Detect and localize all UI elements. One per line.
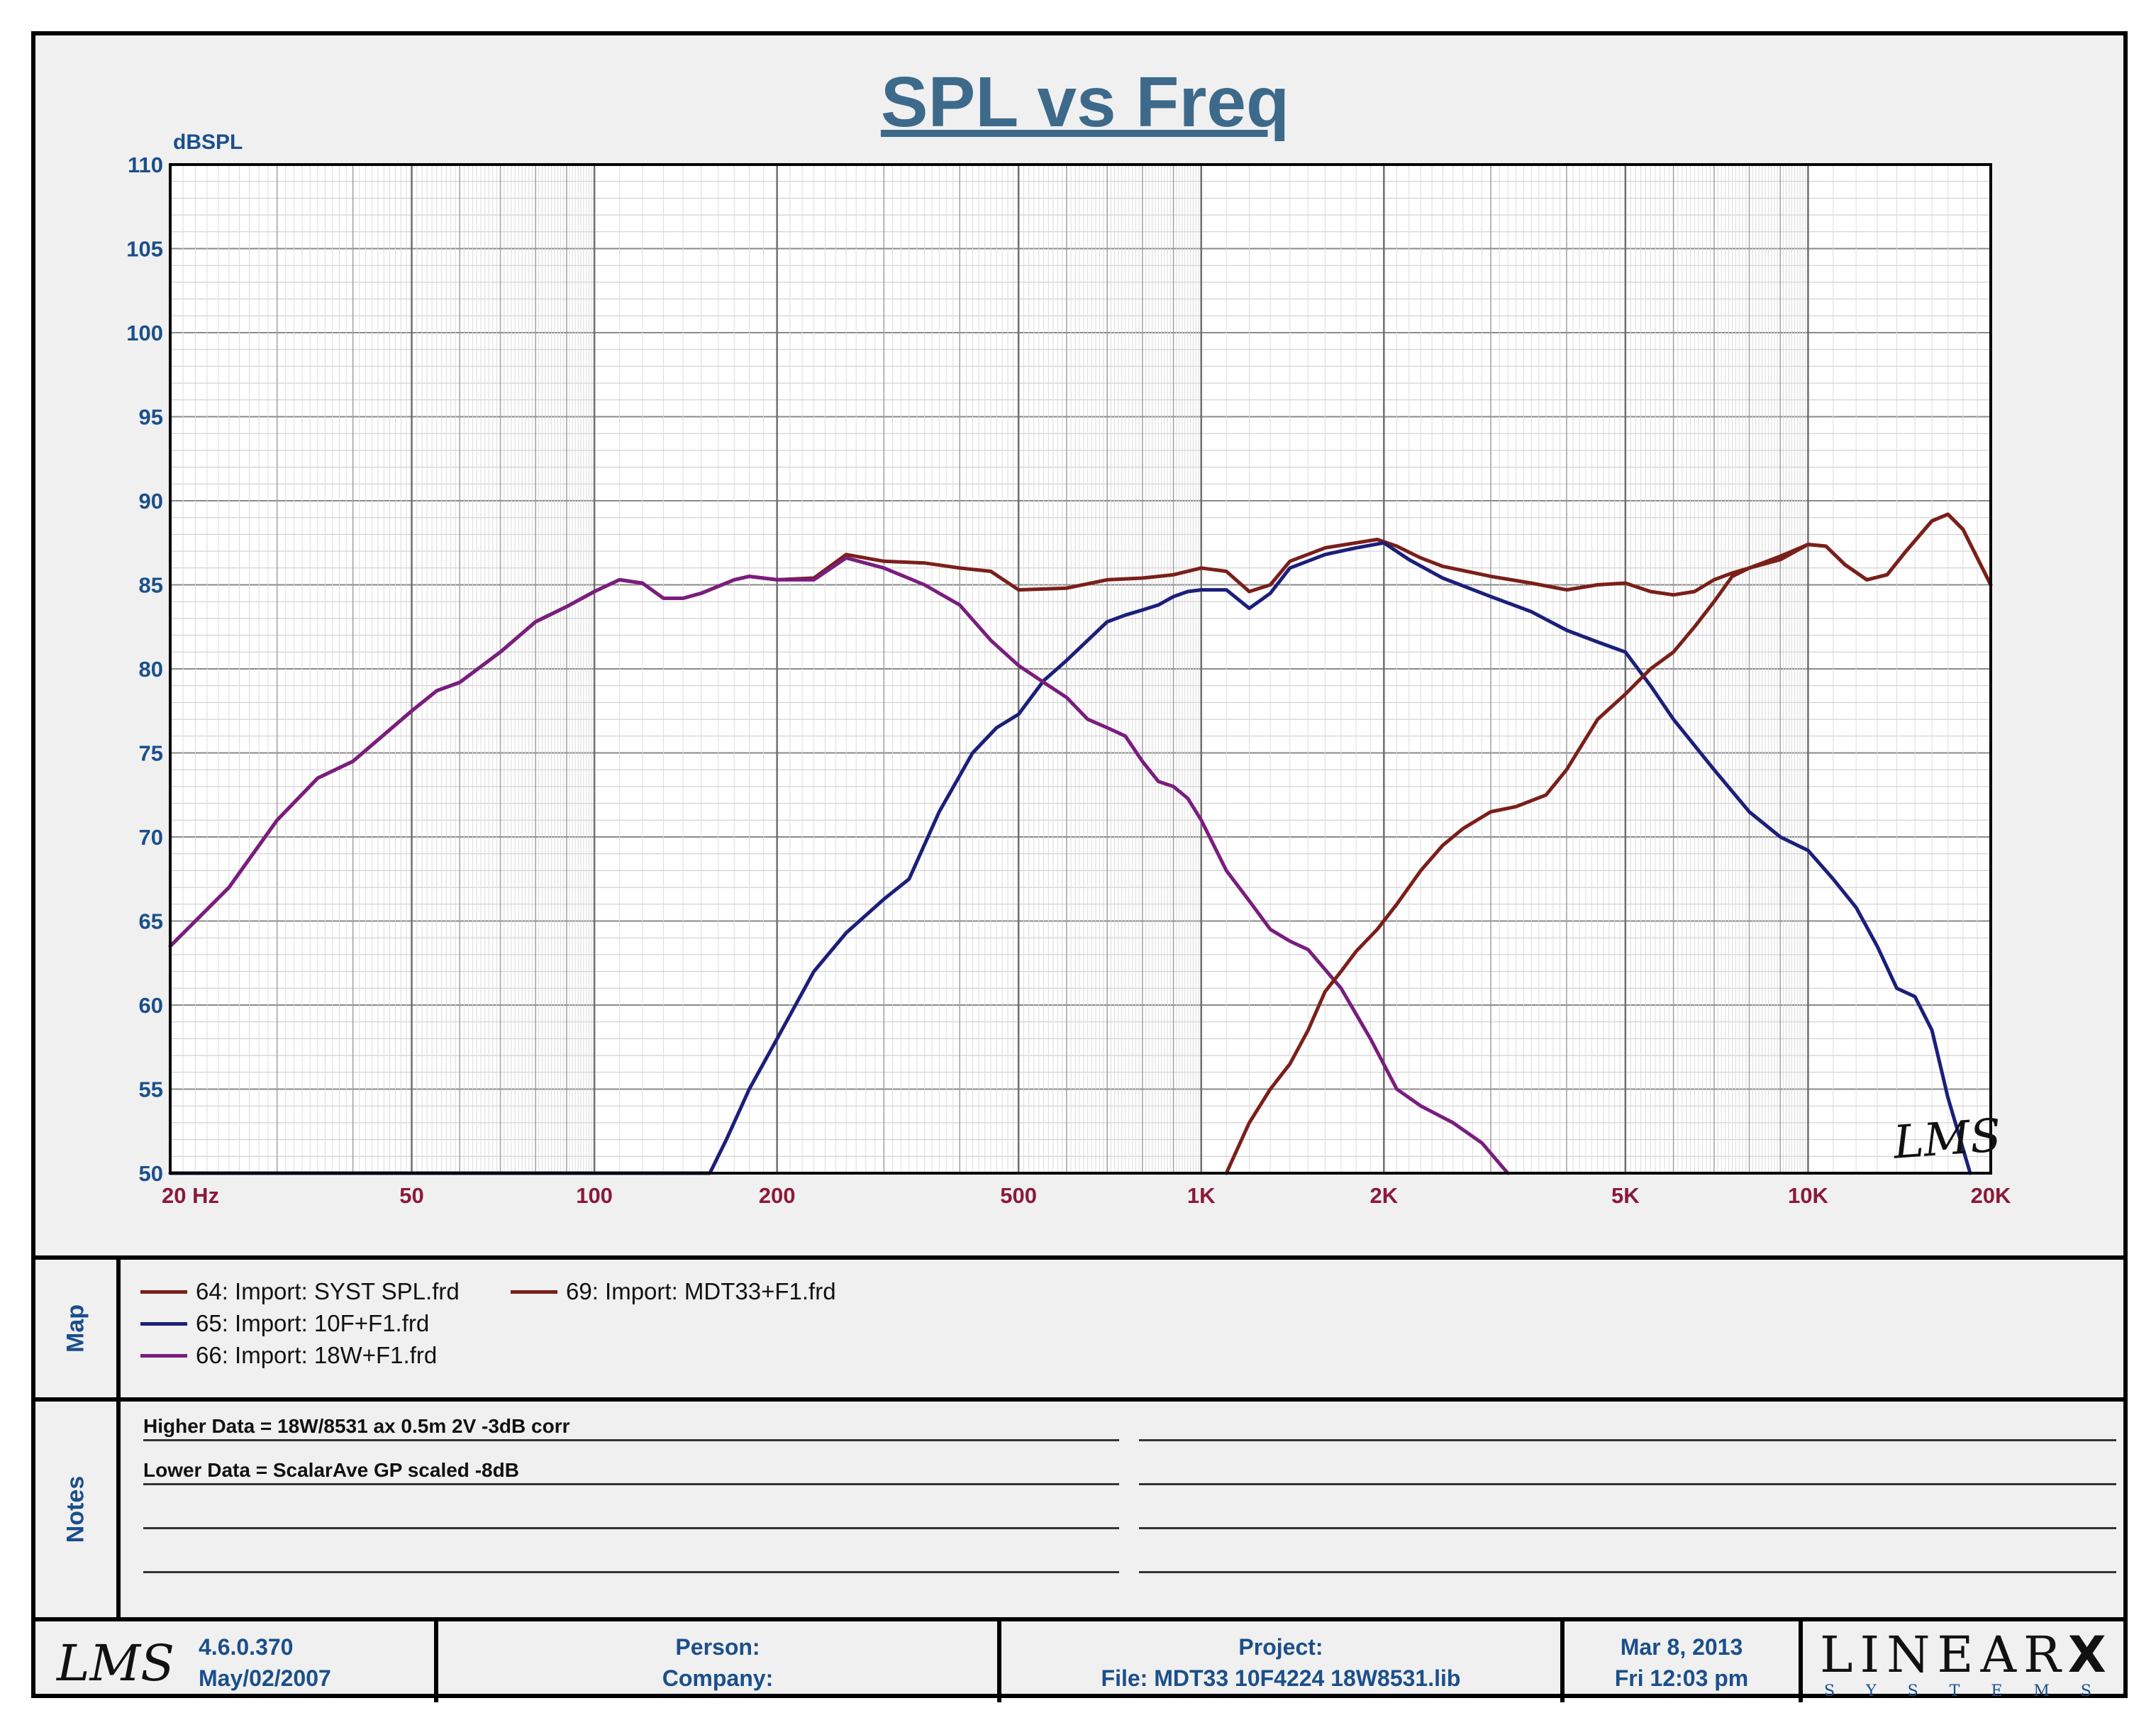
notes-side-label: Notes	[35, 1402, 121, 1617]
legend-swatch	[140, 1353, 187, 1358]
x-tick-label: 10K	[1788, 1183, 1828, 1208]
legend-swatch	[511, 1289, 557, 1294]
x-tick-label: 100	[576, 1183, 613, 1208]
series	[168, 512, 1993, 1175]
x-tick-label: 50	[399, 1183, 423, 1208]
x-tick-label: 2K	[1370, 1183, 1399, 1208]
footer-brand-cell: LINEARX SYSTEMS	[1803, 1621, 2123, 1702]
version-date: May/02/2007	[199, 1665, 331, 1691]
legend-swatch	[140, 1321, 187, 1326]
y-tick-label: 55	[139, 1077, 163, 1102]
note-line-2[interactable]: Lower Data = ScalarAve GP scaled -8dB	[143, 1459, 1119, 1485]
map-side-label: Map	[35, 1260, 121, 1397]
legend-swatch	[140, 1289, 187, 1294]
note-line-1[interactable]: Higher Data = 18W/8531 ax 0.5m 2V -3dB c…	[143, 1415, 1119, 1441]
y-tick-label: 85	[139, 573, 163, 598]
legend-item-64[interactable]: 64: Import: SYST SPL.frd	[140, 1278, 460, 1305]
y-ticks: 110 105 100 95 90 85 80 75 70 65 60 55 50	[126, 152, 163, 1186]
file-label: File: MDT33 10F4224 18W8531.lib	[1101, 1665, 1461, 1691]
x-tick-label: 500	[1000, 1183, 1037, 1208]
brand-x: X	[2067, 1626, 2113, 1684]
y-tick-label: 80	[139, 657, 163, 682]
report-frame: SPL vs Freq dBSPL 110 105 100 95 90 85 80 75 70 6…	[31, 31, 2128, 1702]
x-tick-label: 20K	[1971, 1183, 2011, 1208]
version: 4.6.0.370	[199, 1634, 294, 1660]
company-label: Company:	[662, 1665, 774, 1691]
y-axis-label: dBSPL	[173, 131, 243, 154]
note-line-3[interactable]	[143, 1504, 1119, 1529]
notes-section: Notes Higher Data = 18W/8531 ax 0.5m 2V …	[35, 1397, 2123, 1617]
legend-item-65[interactable]: 65: Import: 10F+F1.frd	[140, 1310, 429, 1337]
note-line-5[interactable]	[1139, 1416, 2116, 1441]
legend-item-69[interactable]: 69: Import: MDT33+F1.frd	[511, 1278, 836, 1305]
y-tick-label: 95	[139, 405, 163, 430]
project-label: Project:	[1238, 1634, 1323, 1660]
spl-chart: SPL vs Freq dBSPL 110 105 100 95 90 85 80 75 70 6…	[126, 62, 2011, 1208]
note-line-8[interactable]	[1139, 1548, 2116, 1573]
footer-project-cell: Project: File: MDT33 10F4224 18W8531.lib	[1001, 1621, 1565, 1702]
chart-title: SPL vs Freq	[881, 62, 1289, 142]
y-tick-label: 100	[126, 321, 163, 345]
legend-item-66[interactable]: 66: Import: 18W+F1.frd	[140, 1342, 437, 1369]
footer-date-cell: Mar 8, 2013 Fri 12:03 pm	[1565, 1621, 1803, 1702]
y-tick-label: 60	[139, 993, 163, 1018]
plot-border	[169, 163, 1992, 1175]
y-tick-label: 65	[139, 909, 163, 934]
x-ticks: 20 Hz 50 100 200 500 1K 2K 5K 10K 20K	[162, 1183, 2011, 1208]
date: Mar 8, 2013	[1620, 1634, 1743, 1660]
legend-section: Map 64: Import: SYST SPL.frd 65: Import:…	[35, 1255, 2123, 1397]
x-tick-label: 1K	[1187, 1183, 1216, 1208]
brand-logo: LINEARX	[1820, 1626, 2113, 1684]
y-tick-label: 75	[139, 741, 163, 766]
lms-watermark: LMS	[1891, 1109, 2003, 1169]
lms-logo: LMS	[57, 1634, 175, 1692]
x-tick-label: 5K	[1611, 1183, 1640, 1208]
series-line-2	[168, 556, 1510, 1175]
note-line-6[interactable]	[1139, 1460, 2116, 1485]
x-tick-label: 200	[759, 1183, 796, 1208]
time: Fri 12:03 pm	[1614, 1665, 1749, 1691]
y-tick-label: 90	[139, 489, 163, 514]
footer-version-cell: LMS 4.6.0.370 May/02/2007	[35, 1621, 438, 1702]
y-tick-label: 70	[139, 825, 163, 850]
brand-sub: SYSTEMS	[1824, 1682, 2123, 1700]
person-label: Person:	[675, 1634, 760, 1660]
note-line-7[interactable]	[1139, 1504, 2116, 1529]
series-line-1	[168, 540, 1972, 1175]
y-tick-label: 105	[126, 237, 163, 262]
y-tick-label: 50	[139, 1161, 163, 1186]
y-tick-label: 110	[128, 152, 163, 177]
note-line-4[interactable]	[143, 1548, 1119, 1573]
footer: LMS 4.6.0.370 May/02/2007 Person: Compan…	[35, 1617, 2123, 1702]
grid	[169, 164, 1992, 1174]
footer-person-cell: Person: Company:	[438, 1621, 1001, 1702]
brand-name: LINEAR	[1820, 1626, 2068, 1684]
series-line-3	[1224, 512, 1993, 1175]
x-tick-label: 20 Hz	[162, 1183, 219, 1208]
